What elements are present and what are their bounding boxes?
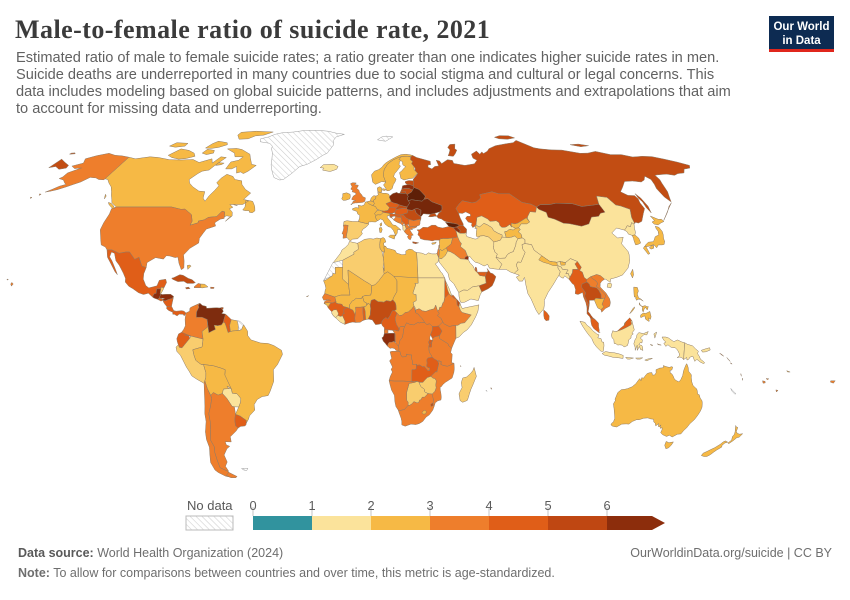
svg-text:1: 1 xyxy=(308,498,315,513)
svg-text:2: 2 xyxy=(367,498,374,513)
svg-text:6: 6 xyxy=(603,498,610,513)
svg-text:5: 5 xyxy=(544,498,551,513)
svg-text:No data: No data xyxy=(187,498,233,513)
svg-text:0: 0 xyxy=(249,498,256,513)
svg-text:3: 3 xyxy=(426,498,433,513)
svg-text:4: 4 xyxy=(485,498,492,513)
